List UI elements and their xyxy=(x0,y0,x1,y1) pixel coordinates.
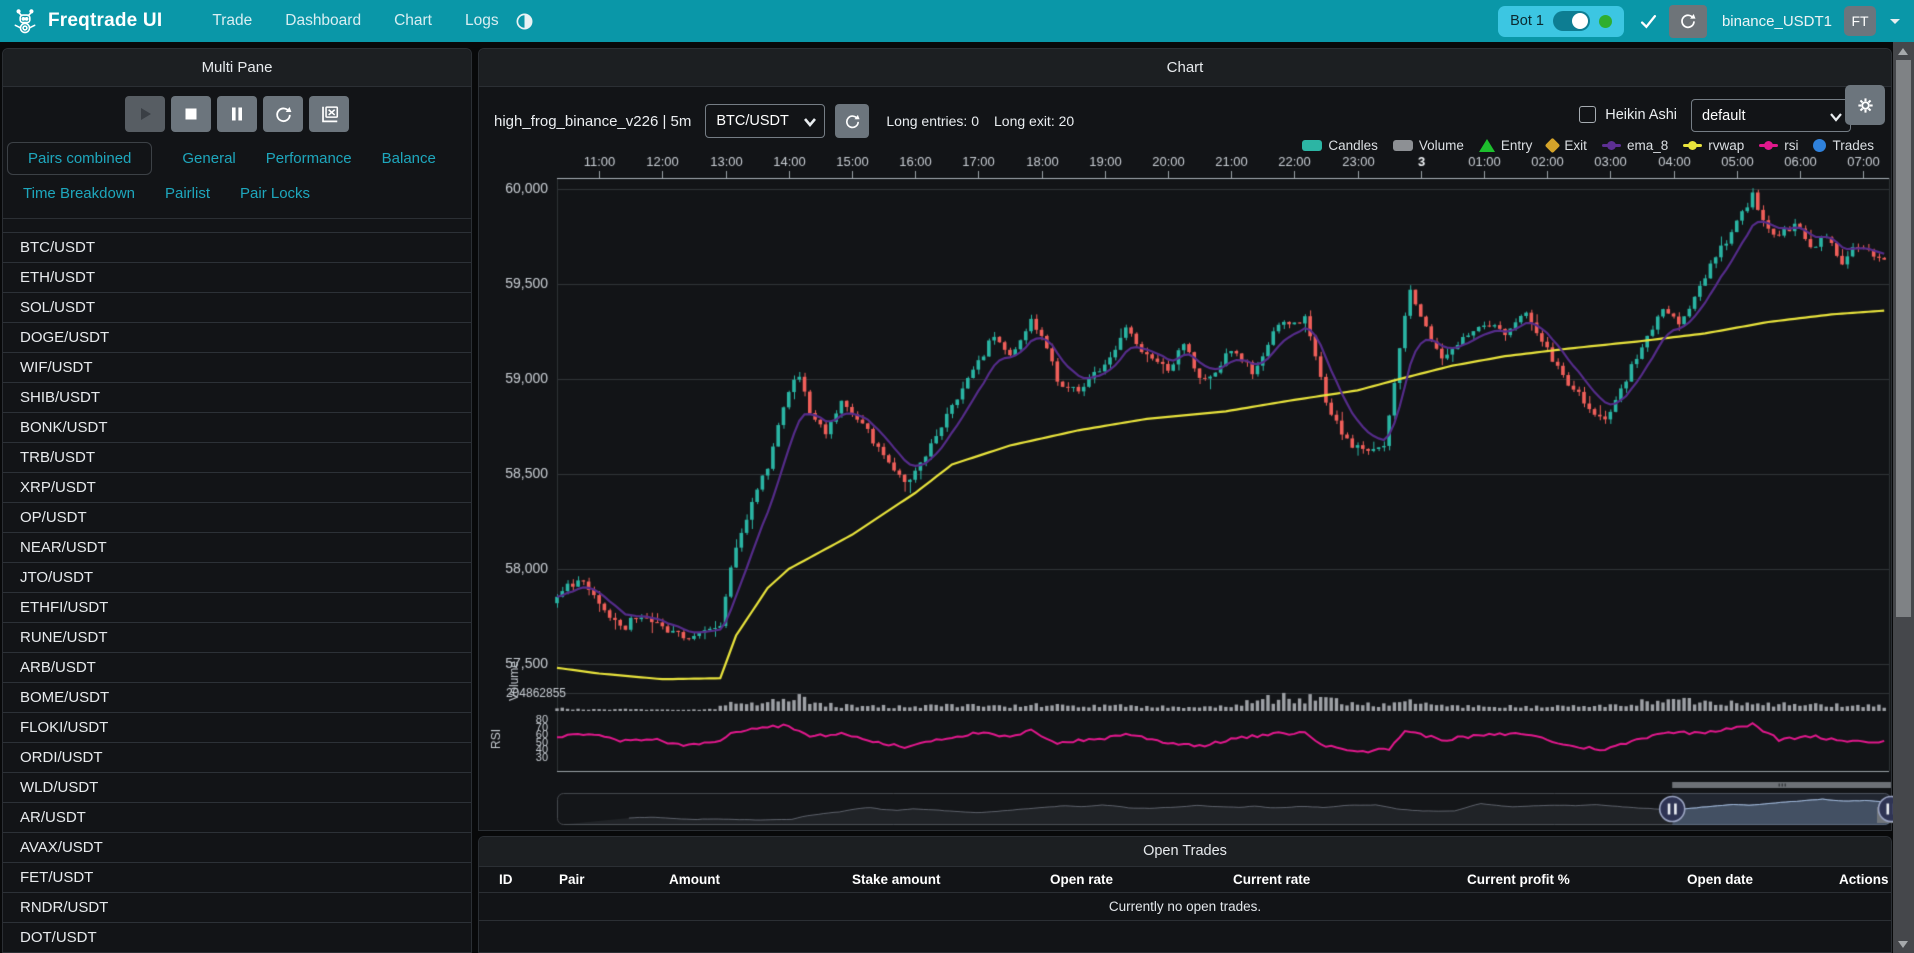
app-title: Freqtrade UI xyxy=(48,10,163,31)
nav-link-logs[interactable]: Logs xyxy=(464,12,499,29)
scrollbar-thumb[interactable] xyxy=(1896,60,1911,617)
pair-item[interactable]: AVAX/USDT xyxy=(3,833,471,863)
tab-general[interactable]: General xyxy=(182,150,236,167)
column-header-pair: Pair xyxy=(559,872,585,887)
long-exit-count: Long exit: 20 xyxy=(994,113,1075,129)
long-entries-count: Long entries: 0 xyxy=(886,113,979,129)
bot-name: Bot 1 xyxy=(1510,13,1544,29)
open-trades-panel: Open Trades ID Pair Amount Stake amount Open… xyxy=(478,836,1892,953)
pair-item[interactable]: ETH/USDT xyxy=(3,263,471,293)
column-header-amount: Amount xyxy=(669,872,720,887)
pair-item[interactable]: ORDI/USDT xyxy=(3,743,471,773)
tab-time-breakdown[interactable]: Time Breakdown xyxy=(23,184,135,202)
pair-item[interactable]: FLOKI/USDT xyxy=(3,713,471,743)
open-trades-empty-message: Currently no open trades. xyxy=(479,893,1891,921)
avatar-caret-icon[interactable] xyxy=(1890,18,1900,24)
bot-online-indicator xyxy=(1598,14,1612,28)
gear-icon xyxy=(1857,97,1873,113)
nav-link-chart[interactable]: Chart xyxy=(394,12,432,29)
price-chart-canvas[interactable] xyxy=(487,141,1893,831)
pair-item[interactable]: ETHFI/USDT xyxy=(3,593,471,623)
pair-select-dropdown[interactable]: BTC/USDT xyxy=(705,104,826,138)
chart-settings-button[interactable] xyxy=(1845,85,1885,125)
pair-select-value: BTC/USDT xyxy=(716,113,789,129)
pair-item[interactable]: XRP/USDT xyxy=(3,473,471,503)
pair-item[interactable]: ARB/USDT xyxy=(3,653,471,683)
pair-item[interactable]: SOL/USDT xyxy=(3,293,471,323)
tab-balance[interactable]: Balance xyxy=(381,150,436,167)
open-trades-title: Open Trades xyxy=(479,837,1891,867)
bot-enable-toggle[interactable] xyxy=(1552,11,1590,31)
multi-pane-title: Multi Pane xyxy=(3,49,471,87)
pair-item[interactable]: WIF/USDT xyxy=(3,353,471,383)
heikin-ashi-label: Heikin Ashi xyxy=(1605,106,1677,123)
column-header-open-date: Open date xyxy=(1687,872,1754,887)
user-avatar[interactable]: FT xyxy=(1844,6,1876,36)
pair-item[interactable]: OP/USDT xyxy=(3,503,471,533)
play-button[interactable] xyxy=(125,96,165,132)
chart-panel: Chart high_frog_binance_v226 | 5m BTC/US… xyxy=(478,48,1893,831)
scrollbar-down-arrow[interactable] xyxy=(1898,941,1908,948)
plot-config-value: default xyxy=(1702,107,1746,124)
plot-config-dropdown[interactable]: default xyxy=(1691,99,1851,132)
stop-button[interactable] xyxy=(171,96,211,132)
pair-item[interactable]: FET/USDT xyxy=(3,863,471,893)
top-navbar: Freqtrade UI Trade Dashboard Chart Logs … xyxy=(0,0,1914,42)
pair-list: BTC/USDT ETH/USDT SOL/USDT DOGE/USDT WIF/USD… xyxy=(3,232,471,952)
open-trades-header-row: ID Pair Amount Stake amount Open rate Current… xyxy=(479,867,1891,893)
reload-config-button[interactable] xyxy=(263,96,303,132)
nav-link-trade[interactable]: Trade xyxy=(212,12,253,29)
column-header-id: ID xyxy=(499,872,513,887)
pair-item[interactable]: DOT/USDT xyxy=(3,923,471,952)
pair-item[interactable]: RNDR/USDT xyxy=(3,893,471,923)
pair-item[interactable]: JTO/USDT xyxy=(3,563,471,593)
chevron-down-icon xyxy=(1830,113,1842,122)
tab-pairs-combined[interactable]: Pairs combined xyxy=(7,142,153,175)
pair-item[interactable]: AR/USDT xyxy=(3,803,471,833)
pair-item[interactable]: BONK/USDT xyxy=(3,413,471,443)
page-scrollbar[interactable] xyxy=(1893,42,1914,953)
multi-pane-panel: Multi Pane xyxy=(2,48,472,953)
column-header-actions: Actions xyxy=(1839,872,1889,887)
pair-item[interactable]: BOME/USDT xyxy=(3,683,471,713)
bot-selector-pill[interactable]: Bot 1 xyxy=(1498,5,1624,37)
freqtrade-robot-logo xyxy=(14,9,36,34)
pair-item[interactable]: SHIB/USDT xyxy=(3,383,471,413)
pair-item[interactable]: BTC/USDT xyxy=(3,233,471,263)
column-header-stake-amount: Stake amount xyxy=(852,872,941,887)
exchange-instance-label: binance_USDT1 xyxy=(1721,12,1832,30)
nav-link-dashboard[interactable]: Dashboard xyxy=(285,12,362,29)
tab-pair-locks[interactable]: Pair Locks xyxy=(240,184,311,202)
strategy-timeframe-label: high_frog_binance_v226 | 5m xyxy=(494,112,692,130)
tab-pairlist[interactable]: Pairlist xyxy=(165,184,211,202)
chevron-down-icon xyxy=(804,118,817,128)
chart-refresh-button[interactable] xyxy=(835,104,870,138)
pair-item[interactable]: TRB/USDT xyxy=(3,443,471,473)
bot-control-buttons xyxy=(3,96,471,132)
column-header-open-rate: Open rate xyxy=(1050,872,1114,887)
nav-links: Trade Dashboard Chart Logs xyxy=(212,12,498,30)
heikin-ashi-checkbox[interactable] xyxy=(1579,106,1597,123)
pair-item[interactable]: DOGE/USDT xyxy=(3,323,471,353)
pair-item[interactable]: NEAR/USDT xyxy=(3,533,471,563)
scrollbar-up-arrow[interactable] xyxy=(1898,48,1908,55)
global-refresh-button[interactable] xyxy=(1668,4,1707,38)
pair-item[interactable]: RUNE/USDT xyxy=(3,623,471,653)
pause-button[interactable] xyxy=(217,96,257,132)
theme-toggle-icon[interactable] xyxy=(515,12,534,31)
chart-panel-title: Chart xyxy=(479,49,1891,87)
column-header-current-rate: Current rate xyxy=(1233,872,1311,887)
pair-item[interactable]: WLD/USDT xyxy=(3,773,471,803)
column-header-current-profit-: Current profit % xyxy=(1467,872,1570,887)
connection-ok-icon xyxy=(1640,14,1656,29)
clear-chart-button[interactable] xyxy=(309,96,349,132)
multi-pane-tabs: Pairs combined General Performance Balance … xyxy=(3,140,471,219)
tab-performance[interactable]: Performance xyxy=(265,150,352,167)
